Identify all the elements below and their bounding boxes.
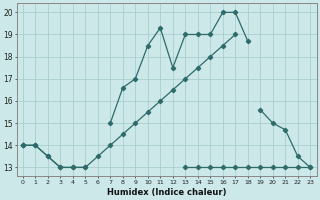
X-axis label: Humidex (Indice chaleur): Humidex (Indice chaleur) [107,188,226,197]
